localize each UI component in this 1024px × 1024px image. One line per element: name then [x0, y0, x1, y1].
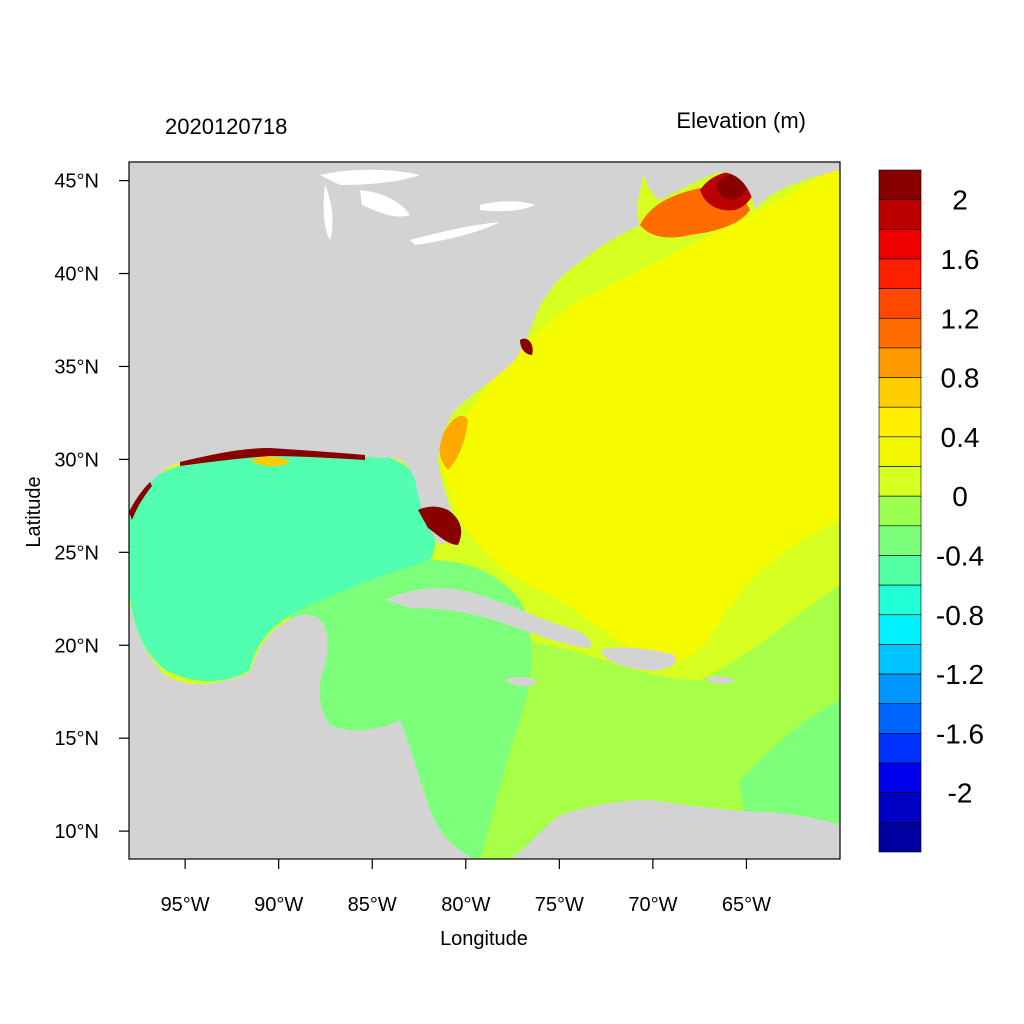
- cuba: [385, 588, 592, 648]
- map-frame: [128, 161, 841, 860]
- lake-ontario: [480, 201, 535, 212]
- colorbar-swatch: [878, 317, 922, 349]
- colorbar-swatch: [878, 466, 922, 497]
- lon-tick-label: 80°W: [441, 894, 490, 916]
- variable-title: Elevation (m): [676, 108, 806, 133]
- colorbar-swatch: [878, 822, 922, 853]
- great-lakes: [320, 169, 535, 245]
- colorbar-swatch: [878, 792, 922, 823]
- colorbar-label: -2: [948, 778, 973, 809]
- lon-tick-label: 95°W: [161, 894, 210, 916]
- south-america: [510, 800, 840, 859]
- lon-tick-label: 90°W: [254, 894, 303, 916]
- gulf-of-mexico: [129, 452, 435, 682]
- colorbar-swatch: [878, 199, 922, 230]
- lake-huron: [360, 190, 410, 217]
- lat-tick-label: 35°N: [54, 356, 99, 378]
- mexico-central-america: [129, 600, 475, 859]
- colorbar-label: 1.6: [941, 244, 980, 275]
- lon-tick-label: 65°W: [722, 894, 771, 916]
- colorbar-swatch: [878, 288, 922, 319]
- lat-tick-label: 15°N: [54, 728, 99, 750]
- hispaniola: [600, 647, 676, 671]
- colorbar-swatch: [878, 584, 922, 616]
- lon-tick-label: 70°W: [628, 894, 677, 916]
- lake-erie: [410, 222, 500, 245]
- longitude-axis: 95°W 90°W 85°W 80°W 75°W 70°W 65°W: [161, 859, 771, 916]
- latitude-axis: 45°N 40°N 35°N 30°N 25°N 20°N 15°N 10°N: [54, 171, 129, 843]
- lat-tick-label: 45°N: [54, 171, 99, 193]
- texas-coast-surge: [129, 482, 152, 520]
- colorbar-swatch: [878, 614, 922, 645]
- colorbar-label: -1.6: [936, 718, 984, 749]
- atlantic-high-region: [440, 165, 840, 662]
- colorbar-swatch: [878, 347, 922, 378]
- lat-tick-label: 20°N: [54, 635, 99, 657]
- colorbar-label: 0: [952, 481, 968, 512]
- colorbar-swatch: [878, 555, 922, 586]
- colorbar-swatch: [878, 229, 922, 260]
- colorbar-labels: 2 1.6 1.2 0.8 0.4 0 -0.4 -0.8 -1.2 -1.6 -2: [936, 185, 984, 809]
- colorbar-swatch: [878, 762, 922, 793]
- puerto-rico: [705, 676, 735, 685]
- colorbar-swatch: [878, 644, 922, 675]
- colorbar-swatch: [878, 169, 922, 200]
- lat-tick-label: 10°N: [54, 821, 99, 843]
- east-coast-surge: [520, 338, 533, 355]
- colorbar-label: 0.4: [941, 422, 980, 453]
- colorbar-label: 2: [952, 185, 968, 216]
- lake-michigan: [323, 185, 333, 240]
- colorbar-swatch: [878, 733, 922, 764]
- colorbar-label: 1.2: [941, 303, 980, 334]
- x-axis-label: Longitude: [440, 928, 528, 950]
- lon-tick-label: 85°W: [348, 894, 397, 916]
- colorbar-swatch: [878, 525, 922, 556]
- canadian-maritimes: [640, 162, 840, 210]
- colorbar-swatch: [878, 377, 922, 408]
- florida-coast-surge: [439, 415, 468, 470]
- colorbar-swatch: [878, 406, 922, 438]
- louisiana-surge: [250, 456, 290, 467]
- lon-tick-label: 75°W: [535, 894, 584, 916]
- lat-tick-label: 25°N: [54, 542, 99, 564]
- colorbar: [878, 169, 922, 853]
- colorbar-swatch: [878, 436, 922, 467]
- colorbar-label: -1.2: [936, 659, 984, 690]
- florida-southwest-surge: [418, 506, 462, 545]
- colorbar-swatch: [878, 703, 922, 734]
- date-title: 2020120718: [165, 114, 287, 139]
- colorbar-label: 0.8: [941, 363, 980, 394]
- y-axis-label: Latitude: [23, 476, 45, 547]
- lat-tick-label: 40°N: [54, 264, 99, 286]
- colorbar-label: -0.4: [936, 540, 984, 571]
- jamaica: [505, 676, 538, 687]
- gulf-coast-surge: [180, 448, 365, 466]
- colorbar-swatch: [878, 673, 922, 705]
- colorbar-label: -0.8: [936, 600, 984, 631]
- lake-superior: [320, 169, 420, 185]
- lat-tick-label: 30°N: [54, 449, 99, 471]
- map-area: [129, 162, 840, 859]
- colorbar-swatch: [878, 258, 922, 289]
- colorbar-swatch: [878, 495, 922, 527]
